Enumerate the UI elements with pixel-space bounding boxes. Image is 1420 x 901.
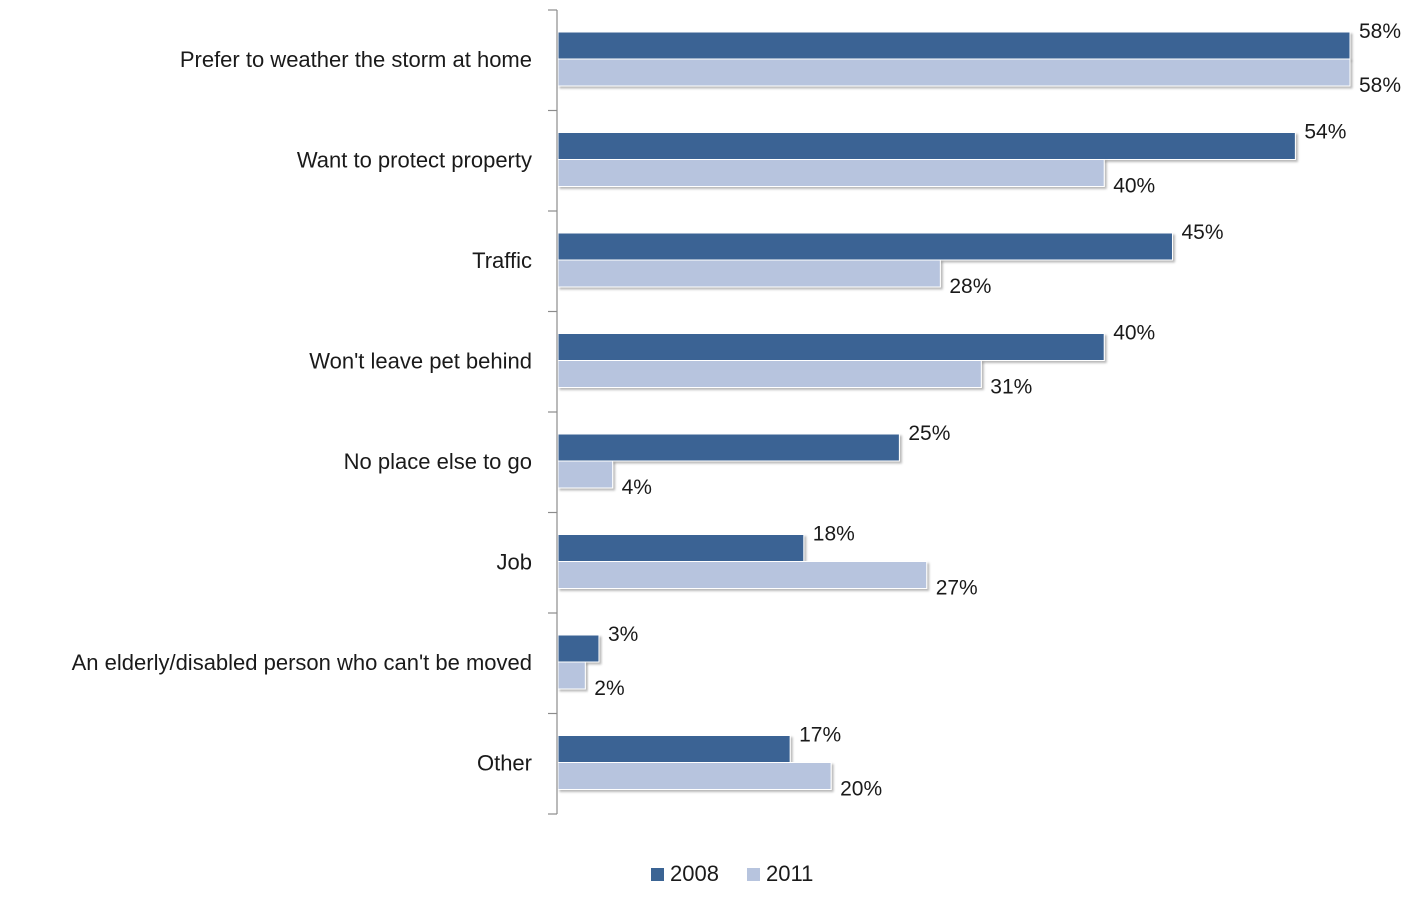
data-label-2011-want-to-protect-property: 40% <box>1113 175 1155 198</box>
category-label-other: Other <box>477 751 532 776</box>
bar-2008-traffic <box>557 232 1173 261</box>
data-label-2011-job: 27% <box>936 577 978 600</box>
data-label-2011-other: 20% <box>840 778 882 801</box>
bar-2011-an-elderly-disabled-person-who-can-t-be-moved <box>557 661 586 690</box>
data-label-2008-no-place-else-to-go: 25% <box>908 422 950 445</box>
category-label-won-t-leave-pet-behind: Won't leave pet behind <box>309 349 532 374</box>
data-label-2008-traffic: 45% <box>1181 221 1223 244</box>
legend-label-2008: 2008 <box>670 861 719 886</box>
bar-2011-no-place-else-to-go <box>557 460 614 489</box>
bar-2008-no-place-else-to-go <box>557 433 900 462</box>
data-label-2008-an-elderly-disabled-person-who-can-t-be-moved: 3% <box>608 623 638 646</box>
category-label-an-elderly-disabled-person-who-can-t-be-moved: An elderly/disabled person who can't be … <box>72 650 532 675</box>
data-label-2008-won-t-leave-pet-behind: 40% <box>1113 322 1155 345</box>
bars-group <box>557 31 1351 790</box>
data-label-2011-won-t-leave-pet-behind: 31% <box>990 376 1032 399</box>
category-axis <box>548 9 558 815</box>
bar-2011-prefer-to-weather-the-storm-at-home <box>557 58 1351 87</box>
category-labels: Prefer to weather the storm at home Want … <box>72 47 532 776</box>
bar-2011-other <box>557 762 832 790</box>
data-label-2008-prefer-to-weather-the-storm-at-home: 58% <box>1359 20 1401 43</box>
data-label-2011-traffic: 28% <box>949 275 991 298</box>
data-label-2011-prefer-to-weather-the-storm-at-home: 58% <box>1359 74 1401 97</box>
bar-2011-won-t-leave-pet-behind <box>557 360 982 388</box>
bar-2008-other <box>557 735 791 763</box>
category-label-traffic: Traffic <box>472 248 532 273</box>
legend: 2008 2011 <box>651 861 813 886</box>
category-label-prefer-to-weather-the-storm-at-home: Prefer to weather the storm at home <box>180 47 532 72</box>
bar-2008-an-elderly-disabled-person-who-can-t-be-moved <box>557 634 600 663</box>
data-label-2011-no-place-else-to-go: 4% <box>622 476 652 499</box>
category-label-want-to-protect-property: Want to protect property <box>297 148 532 173</box>
bar-2011-job <box>557 561 928 589</box>
bar-2008-won-t-leave-pet-behind <box>557 333 1105 361</box>
legend-swatch-2008 <box>651 868 664 881</box>
category-label-no-place-else-to-go: No place else to go <box>344 449 532 474</box>
data-label-2008-job: 18% <box>813 523 855 546</box>
bar-2008-want-to-protect-property <box>557 132 1296 160</box>
bar-2008-job <box>557 534 805 562</box>
legend-label-2011: 2011 <box>766 861 813 886</box>
legend-swatch-2011 <box>747 868 760 881</box>
category-label-job: Job <box>497 550 532 575</box>
data-label-2011-an-elderly-disabled-person-who-can-t-be-moved: 2% <box>594 677 624 700</box>
bar-2008-prefer-to-weather-the-storm-at-home <box>557 31 1351 60</box>
data-labels: 58% 58% 54% 40% 45% 28% 40% 31% 25% 4% 18% 27% 3% 2% 1… <box>594 20 1401 801</box>
bar-2011-traffic <box>557 259 941 288</box>
data-label-2008-want-to-protect-property: 54% <box>1304 121 1346 144</box>
bar-2011-want-to-protect-property <box>557 159 1105 187</box>
data-label-2008-other: 17% <box>799 724 841 747</box>
